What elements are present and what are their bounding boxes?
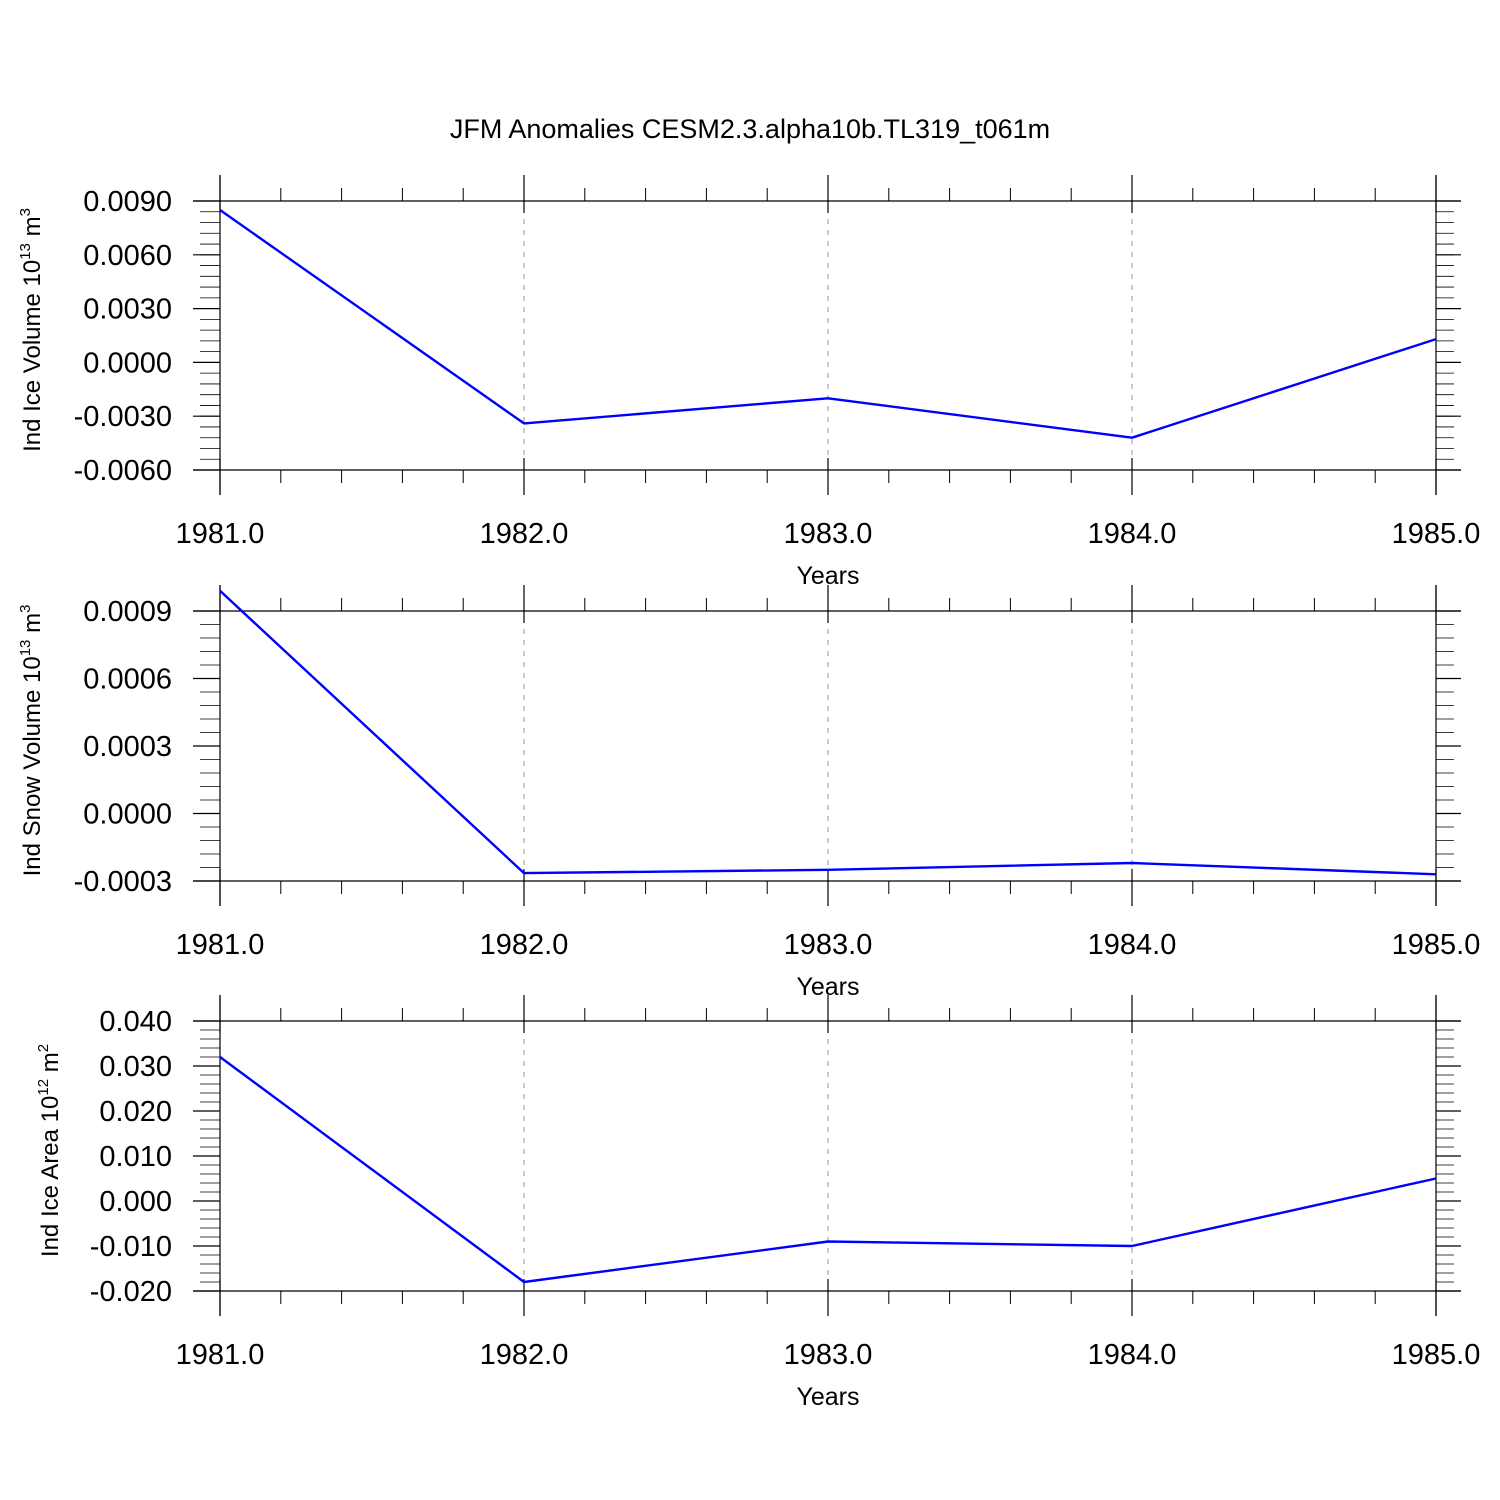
panel-1: 0.00900.00600.00300.0000-0.0030-0.006019… (17, 175, 1480, 590)
y-tick-label: -0.010 (90, 1231, 172, 1263)
y-tick-label: 0.040 (99, 1006, 172, 1038)
y-tick-label: -0.020 (90, 1276, 172, 1308)
x-tick-label: 1981.0 (176, 929, 265, 961)
x-tick-label: 1982.0 (480, 929, 569, 961)
y-axis-label: Ind Snow Volume 1013 m3 (17, 605, 46, 877)
x-tick-label: 1982.0 (480, 518, 569, 550)
y-tick-label: 0.0003 (83, 731, 172, 763)
x-tick-label: 1982.0 (480, 1339, 569, 1371)
x-tick-label: 1983.0 (784, 518, 873, 550)
series-line (219, 209, 1437, 439)
y-tick-label: 0.030 (99, 1051, 172, 1083)
x-tick-label: 1983.0 (784, 1339, 873, 1371)
y-tick-label: 0.020 (99, 1096, 172, 1128)
y-tick-label: 0.0000 (83, 799, 172, 831)
figure-title: JFM Anomalies CESM2.3.alpha10b.TL319_t06… (450, 114, 1050, 144)
y-tick-label: 0.0006 (83, 664, 172, 696)
y-axis-label: Ind Ice Area 1012 m2 (35, 1044, 64, 1257)
y-tick-label: 0.010 (99, 1141, 172, 1173)
y-tick-label: 0.000 (99, 1186, 172, 1218)
x-tick-label: 1981.0 (176, 1339, 265, 1371)
x-axis-label: Years (796, 1383, 859, 1411)
x-tick-label: 1984.0 (1088, 929, 1177, 961)
x-tick-label: 1984.0 (1088, 518, 1177, 550)
x-tick-label: 1985.0 (1392, 1339, 1481, 1371)
y-tick-label: 0.0060 (83, 240, 172, 272)
y-tick-label: -0.0060 (74, 455, 172, 487)
y-tick-label: 0.0030 (83, 294, 172, 326)
x-tick-label: 1981.0 (176, 518, 265, 550)
x-tick-label: 1984.0 (1088, 1339, 1177, 1371)
x-tick-label: 1985.0 (1392, 518, 1481, 550)
y-tick-label: 0.0000 (83, 347, 172, 379)
series-line (219, 589, 1437, 876)
x-tick-label: 1985.0 (1392, 929, 1481, 961)
y-tick-label: 0.0009 (83, 596, 172, 628)
y-axis-label: Ind Ice Volume 1013 m3 (17, 208, 46, 452)
panel-3: 0.0400.0300.0200.0100.000-0.010-0.020198… (35, 995, 1480, 1411)
series-line (219, 1056, 1437, 1284)
x-tick-label: 1983.0 (784, 929, 873, 961)
y-tick-label: -0.0030 (74, 401, 172, 433)
y-tick-label: -0.0003 (74, 866, 172, 898)
y-tick-label: 0.0090 (83, 186, 172, 218)
